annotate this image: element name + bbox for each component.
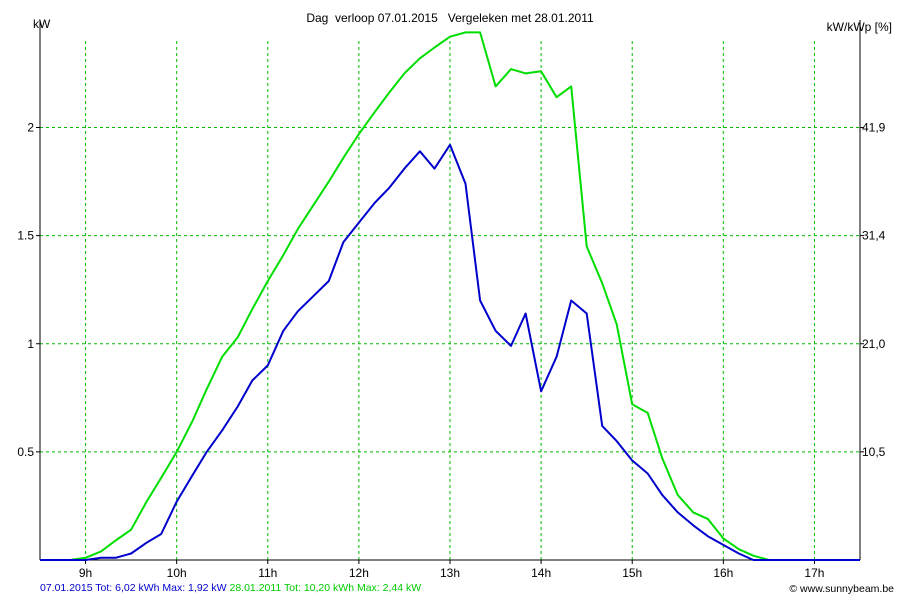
y-right-tick-label: 41,9 (862, 121, 886, 135)
y-right-tick-label: 10,5 (862, 445, 886, 459)
series-line-2 (40, 143, 860, 561)
x-tick-label: 16h (713, 566, 733, 580)
x-tick-label: 9h (79, 566, 92, 580)
y-axis-label-right: kW/kWp [%] (826, 20, 892, 34)
series1-summary: 07.01.2015 Tot: 6,02 kWh Max: 1,92 kW (40, 582, 227, 594)
y-right-tick-label: 31,4 (862, 229, 886, 243)
x-tick-label: 11h (258, 566, 277, 580)
y-tick-label: 0.5 (17, 445, 34, 459)
series2-summary: 28.01.2011 Tot: 10,20 kWh Max: 2,44 kW (229, 582, 422, 594)
x-tick-label: 14h (531, 566, 551, 580)
chart-title: Dag verloop 07.01.2015 Vergeleken met 28… (306, 11, 594, 25)
x-tick-label: 15h (622, 566, 642, 580)
x-tick-label: 17h (804, 566, 824, 580)
y-right-tick-label: 21,0 (862, 337, 886, 351)
series-line-1 (40, 31, 860, 561)
y-tick-label: 1.5 (17, 229, 34, 243)
y-tick-label: 2 (27, 121, 34, 135)
credit-text: © www.sunnybeam.be (789, 583, 894, 595)
y-tick-label: 1 (27, 337, 34, 351)
x-tick-label: 13h (440, 566, 460, 580)
y-axis-label-left: kW (33, 17, 51, 31)
x-tick-label: 10h (167, 566, 187, 580)
chart-footer: 07.01.2015 Tot: 6,02 kWh Max: 1,92 kW 28… (40, 582, 421, 594)
x-tick-label: 12h (349, 566, 369, 580)
